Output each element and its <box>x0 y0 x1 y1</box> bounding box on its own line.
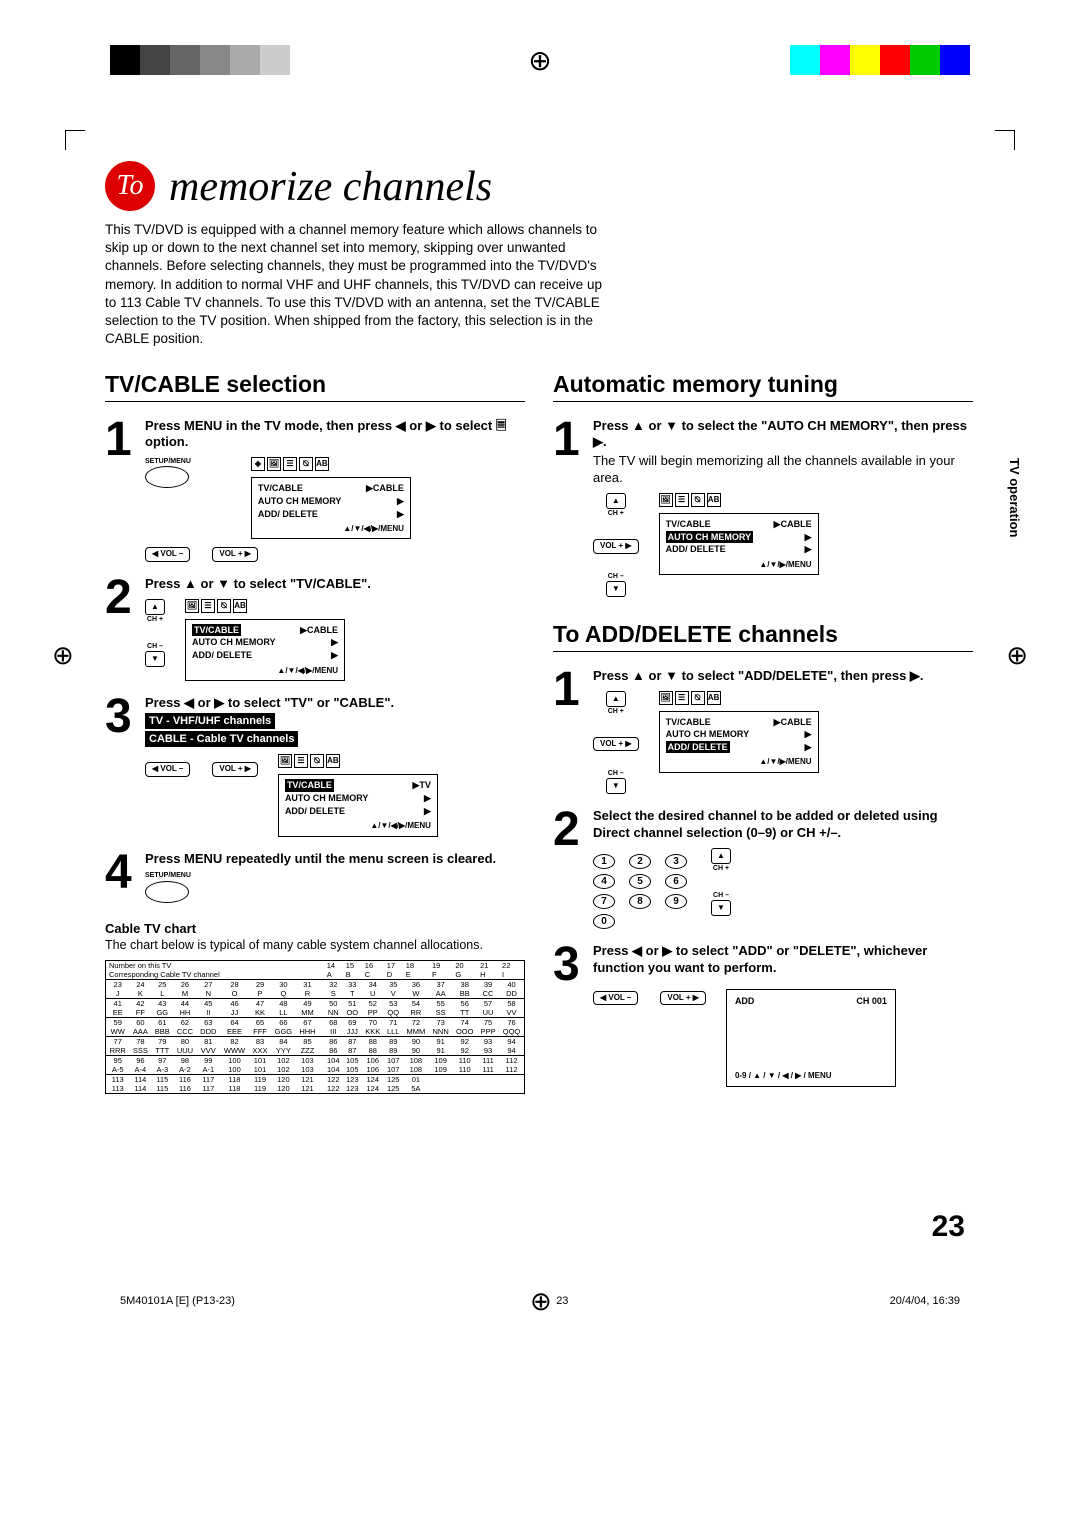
ch-buttons: ▲CH + CH –▼ <box>145 599 165 667</box>
number-keypad: 123 456 789 0 <box>593 854 691 929</box>
step-a1: 1 Press MENU in the TV mode, then press … <box>105 418 525 562</box>
step-c3: 3 Press ◀ or ▶ to select "ADD" or "DELET… <box>553 943 973 1087</box>
title-row: To memorize channels This TV/DVD is equi… <box>105 155 975 349</box>
center-target-icon: ⊕ <box>528 44 551 77</box>
right-column: Automatic memory tuning 1 Press ▲ or ▼ t… <box>553 371 973 1101</box>
step-number: 1 <box>553 668 593 711</box>
page-title: memorize channels <box>169 163 492 211</box>
tv-channels-label: TV - VHF/UHF channels <box>145 713 275 729</box>
step-a4-text: Press MENU repeatedly until the menu scr… <box>145 851 496 866</box>
vol-buttons: ◀ VOL – VOL + ▶ <box>145 547 525 561</box>
step-number: 2 <box>553 808 593 851</box>
step-c1-text: Press ▲ or ▼ to select "ADD/DELETE", the… <box>593 668 924 683</box>
vol-minus-button: ◀ VOL – <box>145 547 190 561</box>
section-a-heading: TV/CABLE selection <box>105 371 525 402</box>
cable-chart-heading: Cable TV chart <box>105 921 525 936</box>
cable-chart-intro: The chart below is typical of many cable… <box>105 938 525 952</box>
step-a3-text: Press ◀ or ▶ to select "TV" or "CABLE". <box>145 695 394 710</box>
osd-icons: ◈🖼☰⦰AB <box>251 457 411 471</box>
step-number: 3 <box>105 695 145 738</box>
registration-bar: ⊕ <box>0 45 1080 75</box>
section-b-heading: Automatic memory tuning <box>553 371 973 402</box>
add-delete-osd: ADD CH 001 0-9 / ▲ / ▼ / ◀ / ▶ / MENU <box>726 989 896 1087</box>
addbox-footer: 0-9 / ▲ / ▼ / ◀ / ▶ / MENU <box>735 1071 832 1081</box>
center-target-icon: ⊕ <box>1006 640 1028 671</box>
vol-plus-button: VOL + ▶ <box>212 547 258 561</box>
step-a3: 3 Press ◀ or ▶ to select "TV" or "CABLE"… <box>105 695 525 837</box>
step-a2-text: Press ▲ or ▼ to select "TV/CABLE". <box>145 576 371 591</box>
center-target-icon: ⊕ <box>52 640 74 671</box>
osd-box: TV/CABLE▶CABLE AUTO CH MEMORY▶ ADD/ DELE… <box>185 619 345 681</box>
step-b1-sub: The TV will begin memorizing all the cha… <box>593 453 973 487</box>
step-number: 1 <box>553 418 593 461</box>
section-c-heading: To ADD/DELETE channels <box>553 621 973 652</box>
osd-box: TV/CABLE▶CABLE AUTO CH MEMORY▶ ADD/ DELE… <box>659 711 819 773</box>
title-circle: To <box>105 161 155 211</box>
columns: TV/CABLE selection 1 Press MENU in the T… <box>105 371 975 1101</box>
step-number: 1 <box>105 418 145 461</box>
step-c2-text: Select the desired channel to be added o… <box>593 808 938 840</box>
step-c3-text: Press ◀ or ▶ to select "ADD" or "DELETE"… <box>593 943 927 975</box>
cable-channel-table: Number on this TV141516171819202122Corre… <box>105 960 525 1094</box>
step-a4: 4 Press MENU repeatedly until the menu s… <box>105 851 525 908</box>
left-bars <box>0 45 290 75</box>
step-a1-text: Press MENU in the TV mode, then press ◀ … <box>145 418 506 450</box>
osd-box: TV/CABLE▶CABLE AUTO CH MEMORY▶ ADD/ DELE… <box>659 513 819 575</box>
content-area: To memorize channels This TV/DVD is equi… <box>105 155 975 1101</box>
ch-label: CH 001 <box>856 996 887 1008</box>
step-number: 4 <box>105 851 145 894</box>
center-target-icon: ⊕ <box>530 1286 552 1317</box>
setup-menu-button: SETUP/MENU <box>145 871 525 907</box>
cable-channels-label: CABLE - Cable TV channels <box>145 731 298 747</box>
crop-mark <box>995 130 1015 150</box>
setup-menu-button: SETUP/MENU <box>145 457 191 493</box>
step-b1-text: Press ▲ or ▼ to select the "AUTO CH MEMO… <box>593 418 967 450</box>
footer-right: 20/4/04, 16:39 <box>890 1295 960 1307</box>
left-column: TV/CABLE selection 1 Press MENU in the T… <box>105 371 525 1101</box>
crop-mark <box>65 130 85 150</box>
step-c2: 2 Select the desired channel to be added… <box>553 808 973 929</box>
step-number: 3 <box>553 943 593 986</box>
step-b1: 1 Press ▲ or ▼ to select the "AUTO CH ME… <box>553 418 973 597</box>
step-a2: 2 Press ▲ or ▼ to select "TV/CABLE". ▲CH… <box>105 576 525 681</box>
right-bars <box>790 45 1080 75</box>
add-label: ADD <box>735 996 755 1008</box>
page-number: 23 <box>932 1210 965 1244</box>
footer-center: 23 <box>556 1295 568 1307</box>
step-number: 2 <box>105 576 145 619</box>
intro-paragraph: This TV/DVD is equipped with a channel m… <box>105 221 605 349</box>
footer-left: 5M40101A [E] (P13-23) <box>120 1295 235 1307</box>
manual-page: ⊕ To memorize channels This TV/DVD is eq… <box>0 0 1080 1528</box>
step-c1: 1 Press ▲ or ▼ to select "ADD/DELETE", t… <box>553 668 973 794</box>
side-tab: TV operation <box>1007 458 1022 537</box>
osd-box: TV/CABLE▶TV AUTO CH MEMORY▶ ADD/ DELETE▶… <box>278 774 438 836</box>
osd-box: TV/CABLE▶CABLE AUTO CH MEMORY▶ ADD/ DELE… <box>251 477 411 539</box>
